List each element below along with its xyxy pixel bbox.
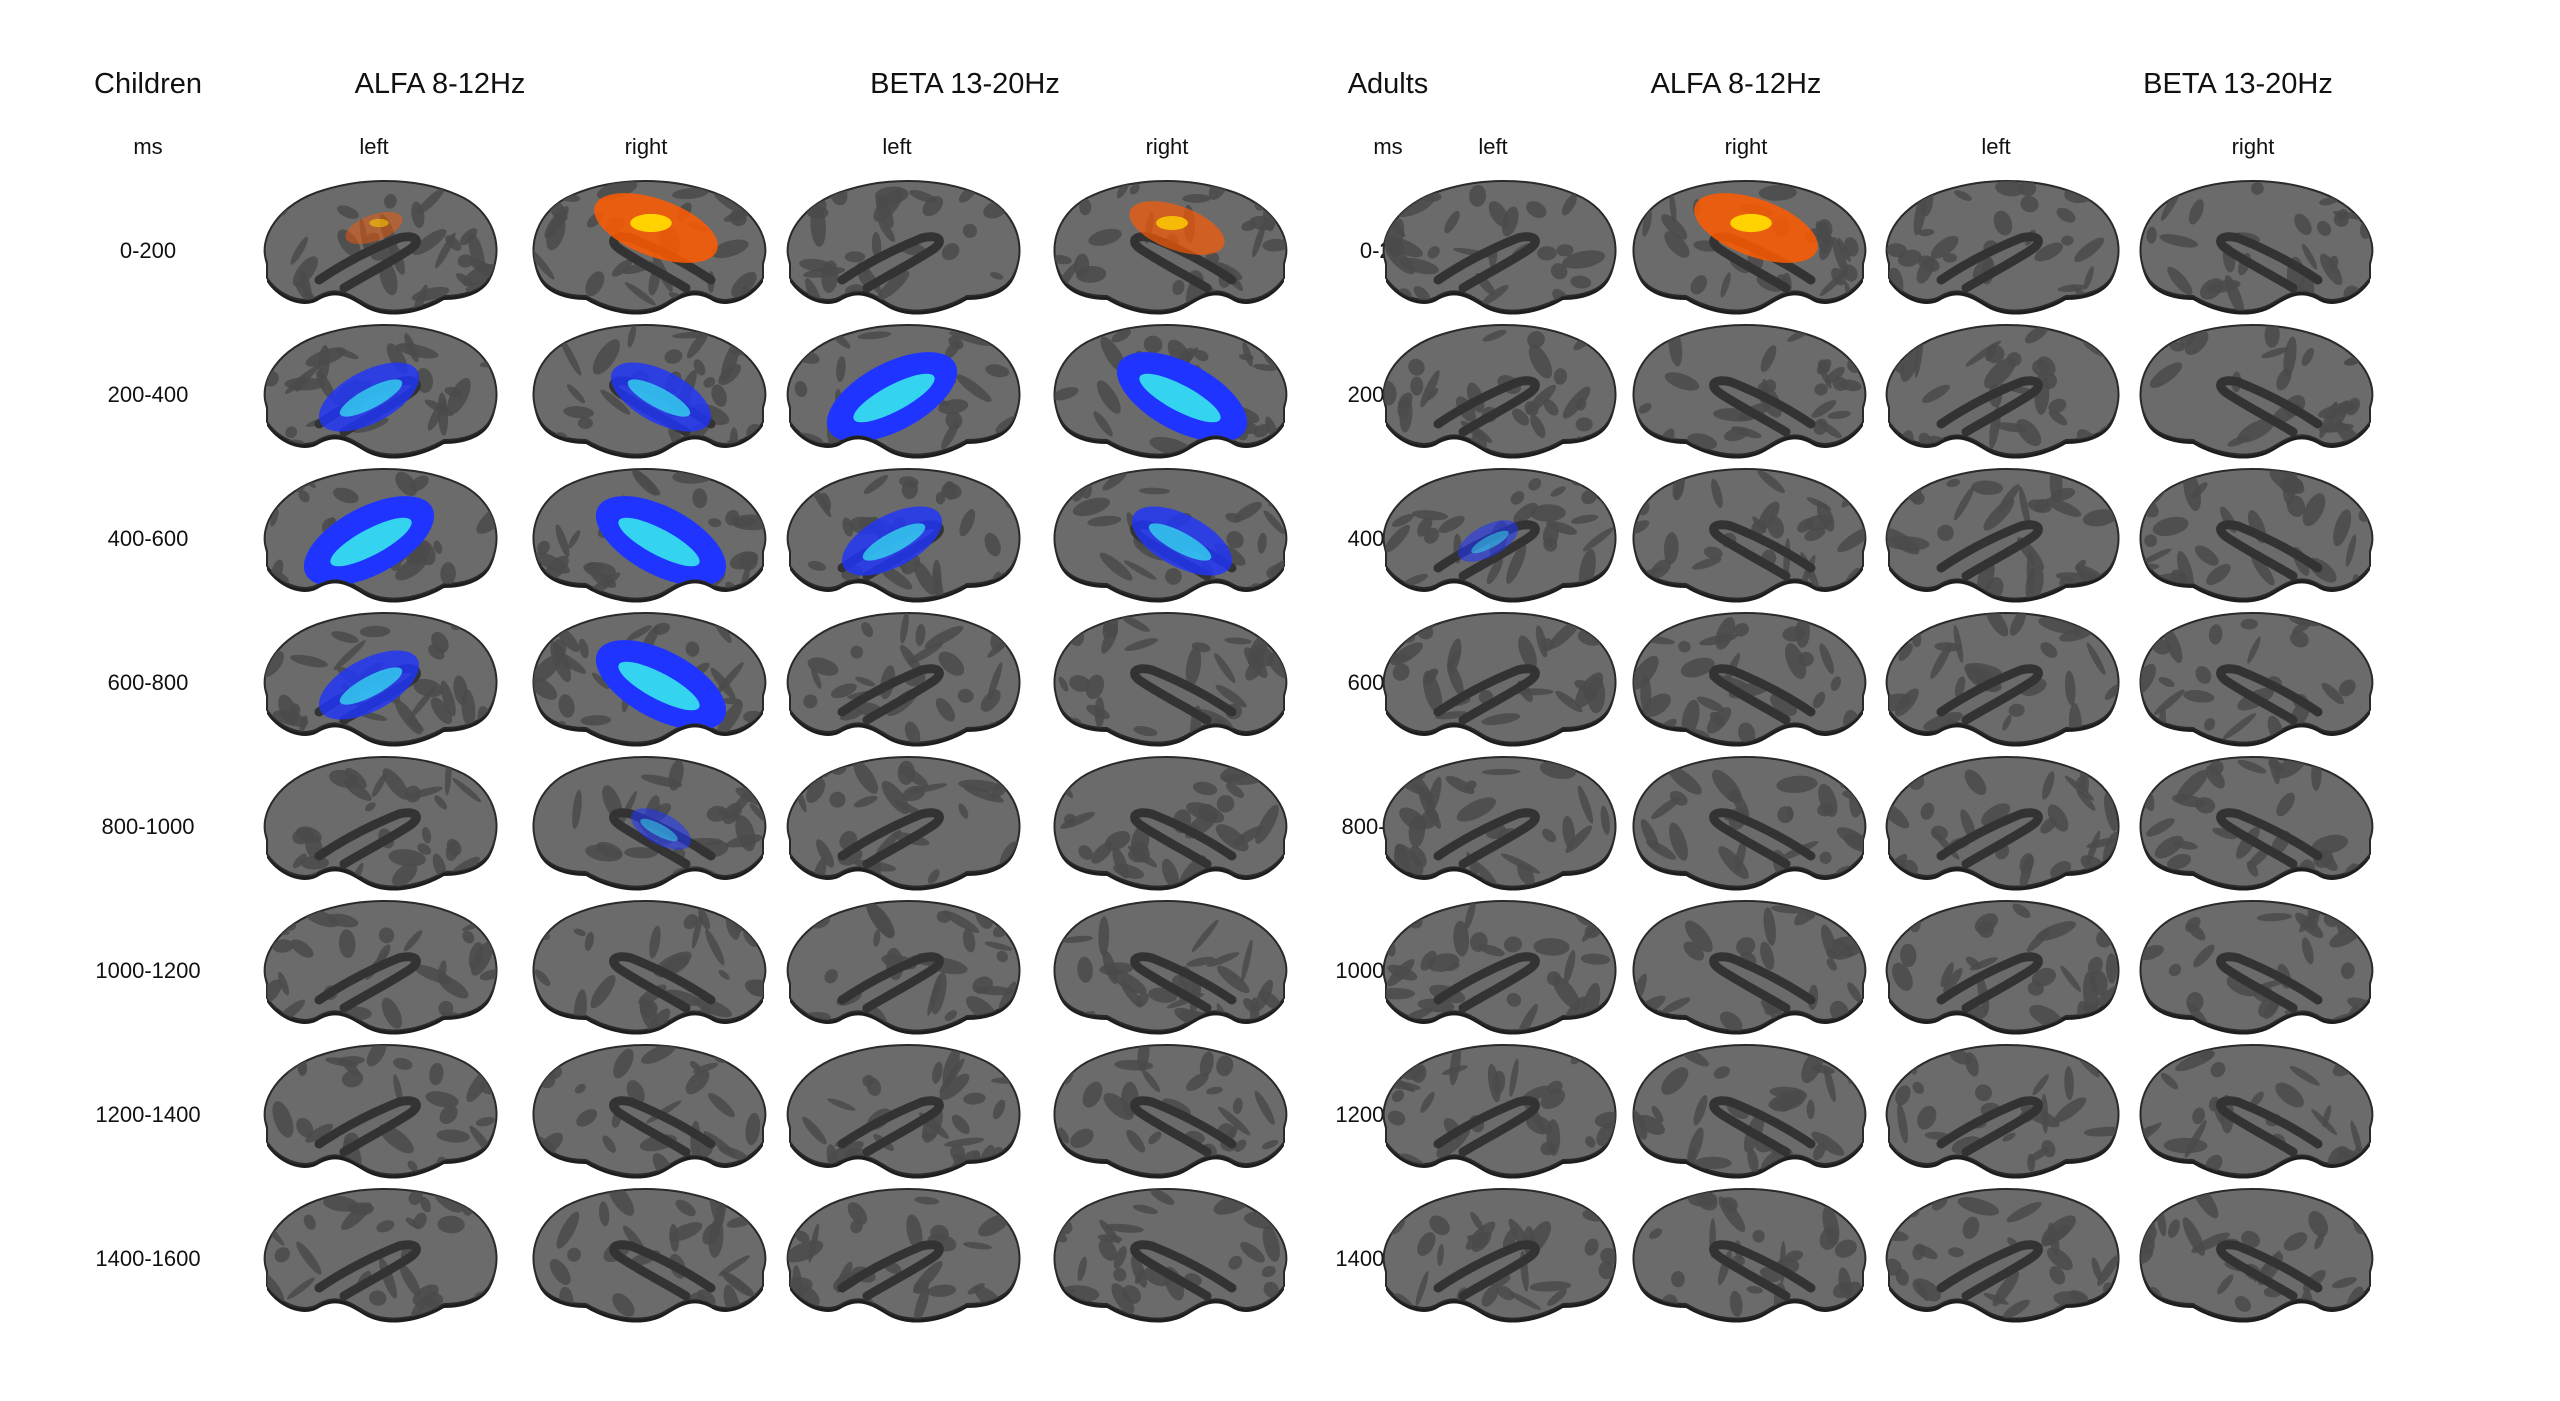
time-window-label: 0-200 <box>119 238 177 263</box>
time-window-label: 800-1000 <box>101 814 195 839</box>
brain-children-beta-left-row6 <box>772 1032 1032 1197</box>
brain-adults-alpha-right-row3 <box>1621 600 1881 765</box>
brain-adults-alpha-right-row4 <box>1621 744 1881 909</box>
brain-children-beta-right-row5 <box>1042 888 1302 1053</box>
brain-adults-beta-left-row6 <box>1871 1032 2131 1197</box>
brain-adults-beta-right-row4 <box>2128 744 2388 909</box>
time-window-label: 1200-1400 <box>95 1102 201 1127</box>
brain-adults-alpha-left-row6 <box>1368 1032 1628 1197</box>
brain-adults-alpha-right-row2 <box>1621 456 1881 621</box>
brain-children-alpha-right-row4 <box>521 744 781 909</box>
hemisphere-label: left <box>1478 134 1508 159</box>
brain-adults-alpha-right-row0 <box>1621 168 1881 333</box>
brain-children-beta-right-row4 <box>1042 744 1302 909</box>
time-window-label: 1000-1200 <box>95 958 201 983</box>
brain-children-alpha-left-row5 <box>249 888 509 1053</box>
band-label: ALFA 8-12Hz <box>354 68 526 100</box>
hemisphere-label: right <box>1724 134 1768 159</box>
brain-adults-beta-right-row6 <box>2128 1032 2388 1197</box>
brain-adults-alpha-left-row5 <box>1368 888 1628 1053</box>
brain-children-alpha-left-row4 <box>249 744 509 909</box>
hemisphere-label: right <box>624 134 668 159</box>
brain-adults-alpha-left-row7 <box>1368 1176 1628 1341</box>
brain-children-beta-right-row0 <box>1042 168 1302 333</box>
brain-adults-alpha-left-row2 <box>1368 456 1628 621</box>
brain-children-alpha-left-row0 <box>249 168 509 333</box>
brain-children-alpha-right-row7 <box>521 1176 781 1341</box>
brain-children-beta-left-row1 <box>772 312 1032 477</box>
brain-adults-alpha-left-row3 <box>1368 600 1628 765</box>
brain-children-beta-left-row0 <box>772 168 1032 333</box>
brain-adults-alpha-right-row1 <box>1621 312 1881 477</box>
time-unit-label: ms <box>1373 134 1403 159</box>
time-window-label: 200-400 <box>107 382 189 407</box>
brain-adults-beta-right-row3 <box>2128 600 2388 765</box>
brain-adults-beta-left-row1 <box>1871 312 2131 477</box>
brain-children-alpha-left-row6 <box>249 1032 509 1197</box>
time-window-label: 400-600 <box>107 526 189 551</box>
brain-adults-alpha-right-row7 <box>1621 1176 1881 1341</box>
brain-adults-beta-left-row0 <box>1871 168 2131 333</box>
brain-children-alpha-left-row3 <box>249 600 509 765</box>
hemisphere-label: right <box>2231 134 2275 159</box>
brain-adults-beta-left-row5 <box>1871 888 2131 1053</box>
hemisphere-label: left <box>359 134 389 159</box>
group-label: Children <box>94 68 202 100</box>
brain-adults-alpha-left-row4 <box>1368 744 1628 909</box>
brain-adults-beta-left-row3 <box>1871 600 2131 765</box>
brain-children-alpha-left-row1 <box>249 312 509 477</box>
brain-children-beta-left-row2 <box>772 456 1032 621</box>
brain-adults-beta-right-row5 <box>2128 888 2388 1053</box>
group-label: Adults <box>1347 68 1429 100</box>
brain-children-alpha-right-row1 <box>521 312 781 477</box>
band-label: BETA 13-20Hz <box>870 68 1060 100</box>
brain-adults-alpha-left-row1 <box>1368 312 1628 477</box>
brain-adults-beta-left-row2 <box>1871 456 2131 621</box>
hemisphere-label: left <box>1981 134 2011 159</box>
brain-children-alpha-right-row2 <box>521 456 781 621</box>
brain-children-alpha-right-row5 <box>521 888 781 1053</box>
time-window-label: 600-800 <box>107 670 189 695</box>
brain-adults-beta-right-row0 <box>2128 168 2388 333</box>
hemisphere-label: right <box>1145 134 1189 159</box>
band-label: ALFA 8-12Hz <box>1650 68 1822 100</box>
brain-children-beta-right-row3 <box>1042 600 1302 765</box>
brain-children-beta-left-row7 <box>772 1176 1032 1341</box>
hemisphere-label: left <box>882 134 912 159</box>
time-unit-label: ms <box>133 134 163 159</box>
brain-children-beta-left-row4 <box>772 744 1032 909</box>
brain-adults-beta-left-row4 <box>1871 744 2131 909</box>
brain-children-alpha-right-row0 <box>521 168 781 333</box>
brain-children-alpha-right-row3 <box>521 600 781 765</box>
brain-adults-alpha-left-row0 <box>1368 168 1628 333</box>
brain-children-alpha-left-row7 <box>249 1176 509 1341</box>
brain-children-beta-right-row6 <box>1042 1032 1302 1197</box>
brain-children-beta-left-row5 <box>772 888 1032 1053</box>
band-label: BETA 13-20Hz <box>2143 68 2333 100</box>
brain-children-beta-right-row1 <box>1042 312 1302 477</box>
brain-children-beta-right-row7 <box>1042 1176 1302 1341</box>
time-window-label: 1400-1600 <box>95 1246 201 1271</box>
brain-adults-alpha-right-row6 <box>1621 1032 1881 1197</box>
brain-adults-beta-left-row7 <box>1871 1176 2131 1341</box>
brain-adults-beta-right-row1 <box>2128 312 2388 477</box>
brain-children-beta-right-row2 <box>1042 456 1302 621</box>
brain-children-beta-left-row3 <box>772 600 1032 765</box>
brain-adults-beta-right-row7 <box>2128 1176 2388 1341</box>
brain-adults-alpha-right-row5 <box>1621 888 1881 1053</box>
brain-children-alpha-left-row2 <box>249 456 509 621</box>
brain-children-alpha-right-row6 <box>521 1032 781 1197</box>
brain-adults-beta-right-row2 <box>2128 456 2388 621</box>
